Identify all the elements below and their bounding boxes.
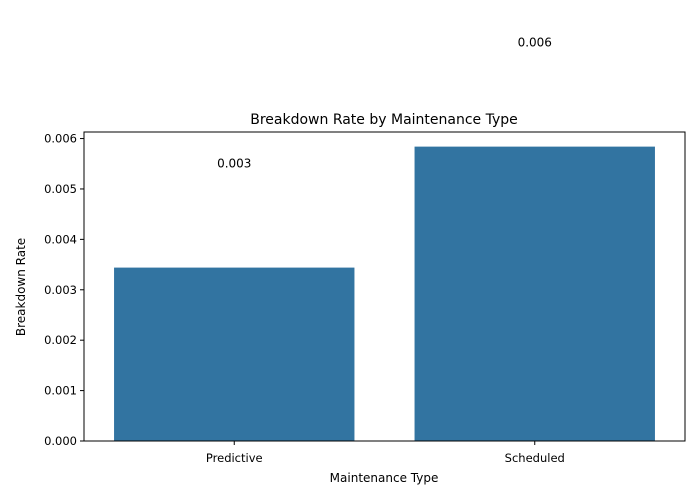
y-tick-label: 0.001 [44, 384, 77, 398]
x-tick-label-predictive: Predictive [206, 451, 263, 465]
data-label-predictive: 0.003 [217, 157, 251, 171]
data-labels-group: 0.003 0.006 [217, 36, 552, 171]
plot-frame [83, 131, 686, 442]
y-axis-label: Breakdown Rate [14, 238, 28, 336]
bar-predictive [114, 267, 355, 441]
chart-title: Breakdown Rate by Maintenance Type [250, 112, 518, 128]
bar-scheduled [414, 146, 655, 441]
y-tick-label: 0.005 [44, 182, 77, 196]
y-tick-label: 0.003 [44, 283, 77, 297]
y-axis: 0.000 0.001 0.002 0.003 0.004 0.005 0.006 [44, 132, 84, 448]
data-label-scheduled: 0.006 [518, 36, 552, 50]
y-tick-label: 0.002 [44, 333, 77, 347]
x-axis: Predictive Scheduled [206, 441, 565, 465]
y-tick-label: 0.000 [44, 434, 77, 448]
bars-group [114, 146, 655, 441]
y-tick-label: 0.004 [44, 232, 77, 246]
x-tick-label-scheduled: Scheduled [505, 451, 565, 465]
y-tick-label: 0.006 [44, 132, 77, 146]
x-axis-label: Maintenance Type [330, 471, 439, 485]
